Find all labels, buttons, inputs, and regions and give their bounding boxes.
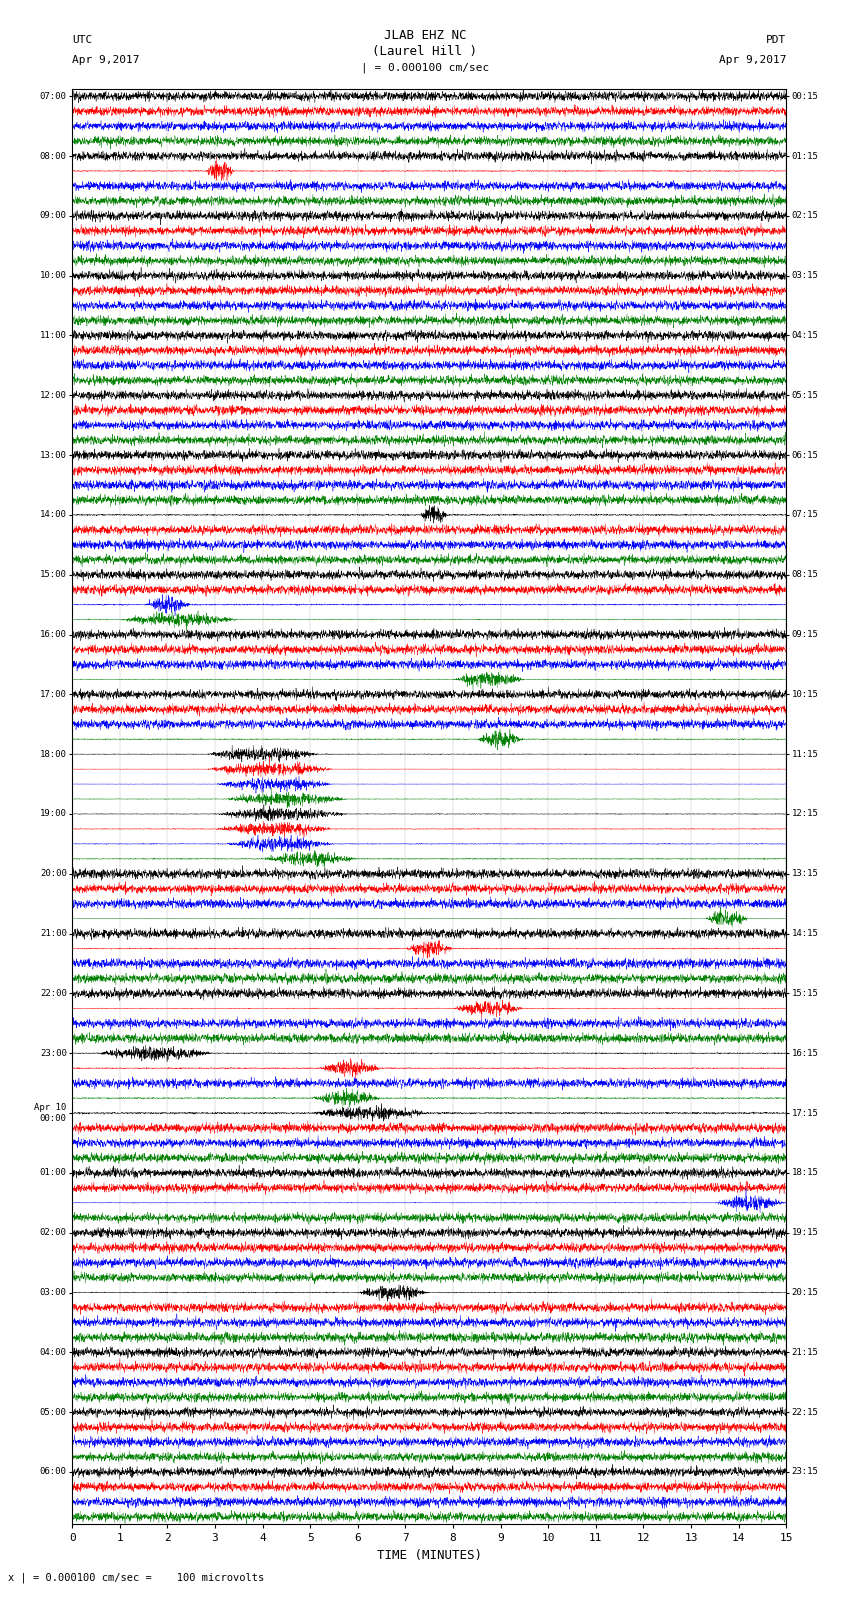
Text: UTC: UTC: [72, 35, 93, 45]
Text: (Laurel Hill ): (Laurel Hill ): [372, 45, 478, 58]
Text: x | = 0.000100 cm/sec =    100 microvolts: x | = 0.000100 cm/sec = 100 microvolts: [8, 1573, 264, 1582]
Text: Apr 9,2017: Apr 9,2017: [72, 55, 139, 65]
Text: | = 0.000100 cm/sec: | = 0.000100 cm/sec: [361, 63, 489, 73]
Text: Apr 9,2017: Apr 9,2017: [719, 55, 786, 65]
X-axis label: TIME (MINUTES): TIME (MINUTES): [377, 1548, 482, 1561]
Text: JLAB EHZ NC: JLAB EHZ NC: [383, 29, 467, 42]
Text: PDT: PDT: [766, 35, 786, 45]
